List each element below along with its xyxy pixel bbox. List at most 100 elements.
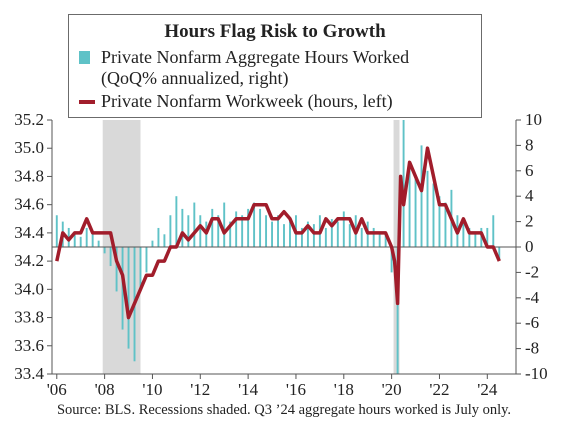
x-tick-label: '10	[142, 380, 162, 399]
bar-aggregate-hours	[241, 215, 244, 247]
bar-aggregate-hours	[91, 231, 94, 247]
bar-aggregate-hours	[127, 247, 130, 349]
bar-aggregate-hours	[55, 215, 58, 247]
bar-aggregate-hours	[348, 224, 351, 247]
bar-aggregate-hours	[85, 227, 88, 247]
bar-aggregate-hours	[283, 224, 285, 247]
source-note: Source: BLS. Recessions shaded. Q3 ’24 a…	[56, 402, 512, 418]
bar-aggregate-hours	[342, 211, 345, 247]
legend-swatch-line	[79, 100, 95, 104]
y-left-tick-label: 34.2	[14, 251, 44, 270]
chart-title: Hours Flag Risk to Growth	[164, 21, 386, 42]
bar-aggregate-hours	[384, 234, 387, 247]
x-tick-label: '14	[238, 380, 259, 399]
bar-aggregate-hours	[378, 231, 381, 247]
y-right-tick-label: 4	[525, 186, 534, 205]
bar-aggregate-hours	[372, 227, 375, 247]
y-right-tick-label: -4	[525, 288, 540, 307]
x-tick-label: '20	[382, 380, 402, 399]
y-right-tick-label: -8	[525, 339, 539, 358]
x-tick-label: '22	[429, 380, 449, 399]
bar-aggregate-hours	[420, 145, 423, 247]
bar-aggregate-hours	[217, 215, 220, 247]
bar-aggregate-hours	[462, 221, 465, 247]
bar-aggregate-hours	[474, 234, 477, 247]
y-right-tick-label: 0	[525, 237, 534, 256]
y-left-tick-label: 35.2	[14, 110, 44, 129]
legend: Hours Flag Risk to Growth Private Nonfar…	[68, 14, 482, 118]
bar-aggregate-hours	[396, 247, 399, 374]
bar-aggregate-hours	[480, 227, 483, 247]
y-right-tick-label: 10	[525, 110, 542, 129]
legend-item-workweek: Private Nonfarm Workweek (hours, left)	[79, 91, 393, 112]
bar-aggregate-hours	[199, 215, 202, 247]
bar-aggregate-hours	[360, 227, 363, 247]
bar-aggregate-hours	[390, 247, 393, 273]
bar-aggregate-hours	[468, 227, 471, 247]
bar-aggregate-hours	[498, 247, 501, 260]
bar-aggregate-hours	[121, 247, 124, 330]
y-left-tick-label: 33.4	[14, 364, 44, 383]
legend-label-aggregate-hours-line2: (QoQ% annualized, right)	[101, 68, 289, 88]
bar-aggregate-hours	[211, 208, 214, 247]
legend-item-aggregate-hours: Private Nonfarm Aggregate Hours Worked (…	[79, 47, 409, 89]
bar-aggregate-hours	[115, 247, 118, 292]
bar-aggregate-hours	[492, 215, 495, 247]
bar-aggregate-hours	[151, 240, 154, 247]
bar-aggregate-hours	[271, 221, 273, 247]
bar-aggregate-hours	[336, 221, 339, 247]
y-left-tick-label: 35.0	[14, 138, 44, 157]
bar-aggregate-hours	[103, 247, 106, 254]
y-right-tick-label: -10	[525, 364, 548, 383]
bar-aggregate-hours	[229, 221, 232, 247]
bar-aggregate-hours	[408, 164, 411, 247]
bar-aggregate-hours	[73, 234, 76, 247]
bar-aggregate-hours	[109, 247, 112, 267]
x-tick-label: '12	[190, 380, 210, 399]
bar-aggregate-hours	[157, 227, 160, 247]
bar-aggregate-hours	[306, 221, 309, 247]
bar-aggregate-hours	[486, 227, 489, 247]
y-right-tick-label: 6	[525, 161, 534, 180]
bar-aggregate-hours	[247, 208, 250, 247]
bar-aggregate-hours	[330, 219, 333, 247]
bar-aggregate-hours	[175, 196, 178, 247]
legend-swatch-bars	[79, 51, 90, 64]
x-tick-label: '16	[286, 380, 306, 399]
bar-aggregate-hours	[97, 240, 100, 247]
y-left-tick-label: 34.8	[14, 166, 44, 185]
x-tick-label: '06	[47, 380, 67, 399]
bar-aggregate-hours	[187, 215, 190, 247]
bar-aggregate-hours	[265, 215, 268, 247]
y-left-tick-label: 33.8	[14, 308, 44, 327]
bar-aggregate-hours	[289, 221, 291, 247]
bar-aggregate-hours	[163, 234, 166, 247]
bar-aggregate-hours	[444, 202, 447, 247]
y-left-tick-label: 34.4	[14, 223, 44, 242]
bar-aggregate-hours	[169, 215, 172, 247]
bar-aggregate-hours	[414, 177, 417, 247]
bar-aggregate-hours	[300, 227, 303, 247]
bar-aggregate-hours	[181, 208, 184, 247]
bar-aggregate-hours	[139, 247, 142, 292]
bar-aggregate-hours	[253, 202, 256, 247]
bar-aggregate-hours	[235, 211, 238, 247]
y-left-tick-label: 34.0	[14, 279, 44, 298]
y-right-tick-label: -2	[525, 262, 539, 281]
x-tick-label: '08	[95, 380, 115, 399]
y-left-tick-label: 34.6	[14, 195, 44, 214]
y-left-tick-label: 33.6	[14, 336, 44, 355]
bar-aggregate-hours	[432, 183, 435, 247]
bar-aggregate-hours	[312, 224, 315, 247]
bar-aggregate-hours	[145, 247, 148, 273]
legend-label-aggregate-hours-line1: Private Nonfarm Aggregate Hours Worked	[101, 47, 410, 67]
bar-aggregate-hours	[79, 236, 82, 247]
bar-aggregate-hours	[402, 120, 405, 247]
y-right-tick-label: 8	[525, 135, 534, 154]
x-tick-label: '24	[477, 380, 498, 399]
bar-aggregate-hours	[426, 170, 429, 247]
bar-aggregate-hours	[324, 227, 327, 247]
x-tick-label: '18	[334, 380, 354, 399]
legend-label-workweek: Private Nonfarm Workweek (hours, left)	[101, 91, 393, 111]
